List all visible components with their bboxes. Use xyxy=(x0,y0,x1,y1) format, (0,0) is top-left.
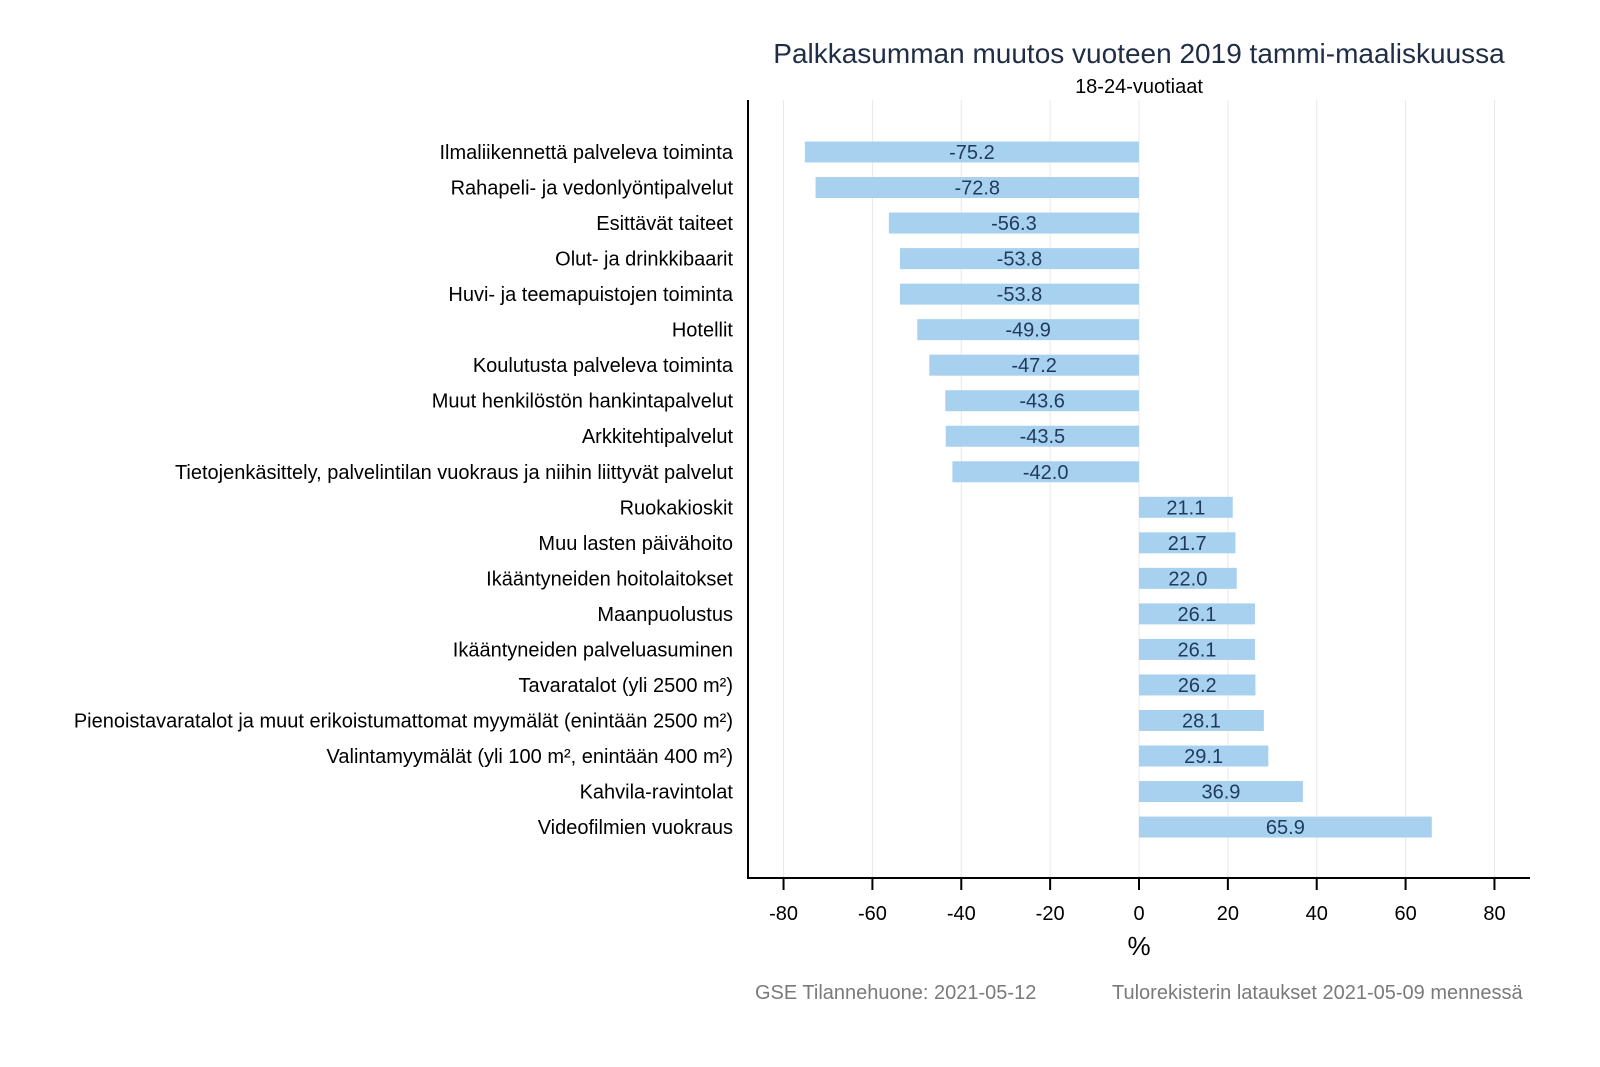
value-label: -72.8 xyxy=(954,178,1000,200)
bar xyxy=(804,141,1139,163)
bar xyxy=(952,461,1139,483)
chart-subtitle: 18-24-vuotiaat xyxy=(1075,76,1203,98)
category-labels: Ilmaliikennettä palveleva toiminta Rahape… xyxy=(74,142,734,839)
value-label: 21.1 xyxy=(1166,497,1205,519)
category-label: Hotellit xyxy=(672,320,734,342)
bar xyxy=(1139,603,1255,625)
bar xyxy=(899,248,1139,270)
value-label: 36.9 xyxy=(1202,782,1241,804)
x-tick-label: 60 xyxy=(1394,903,1416,925)
bar xyxy=(1139,745,1269,767)
bars xyxy=(804,141,1432,838)
value-label: -56.3 xyxy=(991,213,1037,235)
x-axis-label: % xyxy=(1127,931,1150,961)
category-label: Ikääntyneiden hoitolaitokset xyxy=(486,568,733,590)
bar xyxy=(888,212,1139,234)
category-label: Muut henkilöstön hankintapalvelut xyxy=(432,391,734,413)
value-label: 28.1 xyxy=(1182,710,1221,732)
value-label: -49.9 xyxy=(1005,320,1051,342)
bar xyxy=(1139,532,1236,554)
bar xyxy=(1139,709,1264,731)
footer-data-date: Tulorekisterin lataukset 2021-05-09 menn… xyxy=(1112,982,1523,1004)
bar xyxy=(929,354,1139,376)
value-label: -43.6 xyxy=(1019,391,1065,413)
value-label: 22.0 xyxy=(1168,568,1207,590)
x-tick-label: 40 xyxy=(1306,903,1328,925)
value-label: -43.5 xyxy=(1020,426,1066,448)
category-label: Arkkitehtipalvelut xyxy=(582,426,734,448)
category-label: Tavaratalot (yli 2500 m²) xyxy=(518,675,733,697)
value-label: 26.1 xyxy=(1178,639,1217,661)
bar xyxy=(1139,674,1256,696)
bar xyxy=(1139,496,1233,518)
chart-title: Palkkasumman muutos vuoteen 2019 tammi-m… xyxy=(773,38,1505,69)
value-label: -53.8 xyxy=(997,249,1043,271)
value-label: 65.9 xyxy=(1266,817,1305,839)
category-label: Valintamyymälät (yli 100 m², enintään 40… xyxy=(327,746,733,768)
category-label: Maanpuolustus xyxy=(597,604,733,626)
bar xyxy=(1139,781,1303,803)
x-tick-label: -60 xyxy=(858,903,887,925)
bar xyxy=(917,319,1139,341)
value-label: -42.0 xyxy=(1023,462,1069,484)
x-tick-label: -80 xyxy=(769,903,798,925)
value-label: -53.8 xyxy=(997,284,1043,306)
value-label: -75.2 xyxy=(949,142,995,164)
category-label: Koulutusta palveleva toiminta xyxy=(473,355,734,377)
category-label: Ilmaliikennettä palveleva toiminta xyxy=(440,142,734,164)
category-label: Ikääntyneiden palveluasuminen xyxy=(453,639,733,661)
category-label: Olut- ja drinkkibaarit xyxy=(555,249,733,271)
bar xyxy=(945,425,1139,447)
value-label: 26.2 xyxy=(1178,675,1217,697)
footer-source: GSE Tilannehuone: 2021-05-12 xyxy=(755,982,1036,1004)
category-label: Videofilmien vuokraus xyxy=(538,817,733,839)
bar xyxy=(899,283,1139,305)
category-label: Rahapeli- ja vedonlyöntipalvelut xyxy=(451,178,734,200)
bar xyxy=(1139,638,1255,660)
category-label: Pienoistavaratalot ja muut erikoistumatt… xyxy=(74,710,733,732)
x-tick-label: 20 xyxy=(1217,903,1239,925)
category-label: Tietojenkäsittely, palvelintilan vuokrau… xyxy=(175,462,734,484)
bar xyxy=(815,177,1139,199)
x-tick-label: 80 xyxy=(1483,903,1505,925)
bar xyxy=(1139,567,1237,589)
category-label: Esittävät taiteet xyxy=(596,213,733,235)
category-label: Huvi- ja teemapuistojen toiminta xyxy=(448,284,733,306)
x-tick-label: -20 xyxy=(1036,903,1065,925)
value-labels: -75.2 -72.8 -56.3 -53.8 -53.8 -49.9 -47.2 -43.6… xyxy=(949,142,1305,839)
x-tick-label: -40 xyxy=(947,903,976,925)
x-axis-ticks: -80 -60 -40 -20 0 20 40 60 80 xyxy=(769,878,1506,925)
value-label: 29.1 xyxy=(1184,746,1223,768)
bar xyxy=(945,390,1139,412)
value-label: 21.7 xyxy=(1168,533,1207,555)
value-label: 26.1 xyxy=(1178,604,1217,626)
value-label: -47.2 xyxy=(1011,355,1057,377)
category-label: Ruokakioskit xyxy=(620,497,734,519)
category-label: Muu lasten päivähoito xyxy=(538,533,733,555)
bar xyxy=(1139,816,1432,838)
x-tick-label: 0 xyxy=(1133,903,1144,925)
category-label: Kahvila-ravintolat xyxy=(580,782,734,804)
